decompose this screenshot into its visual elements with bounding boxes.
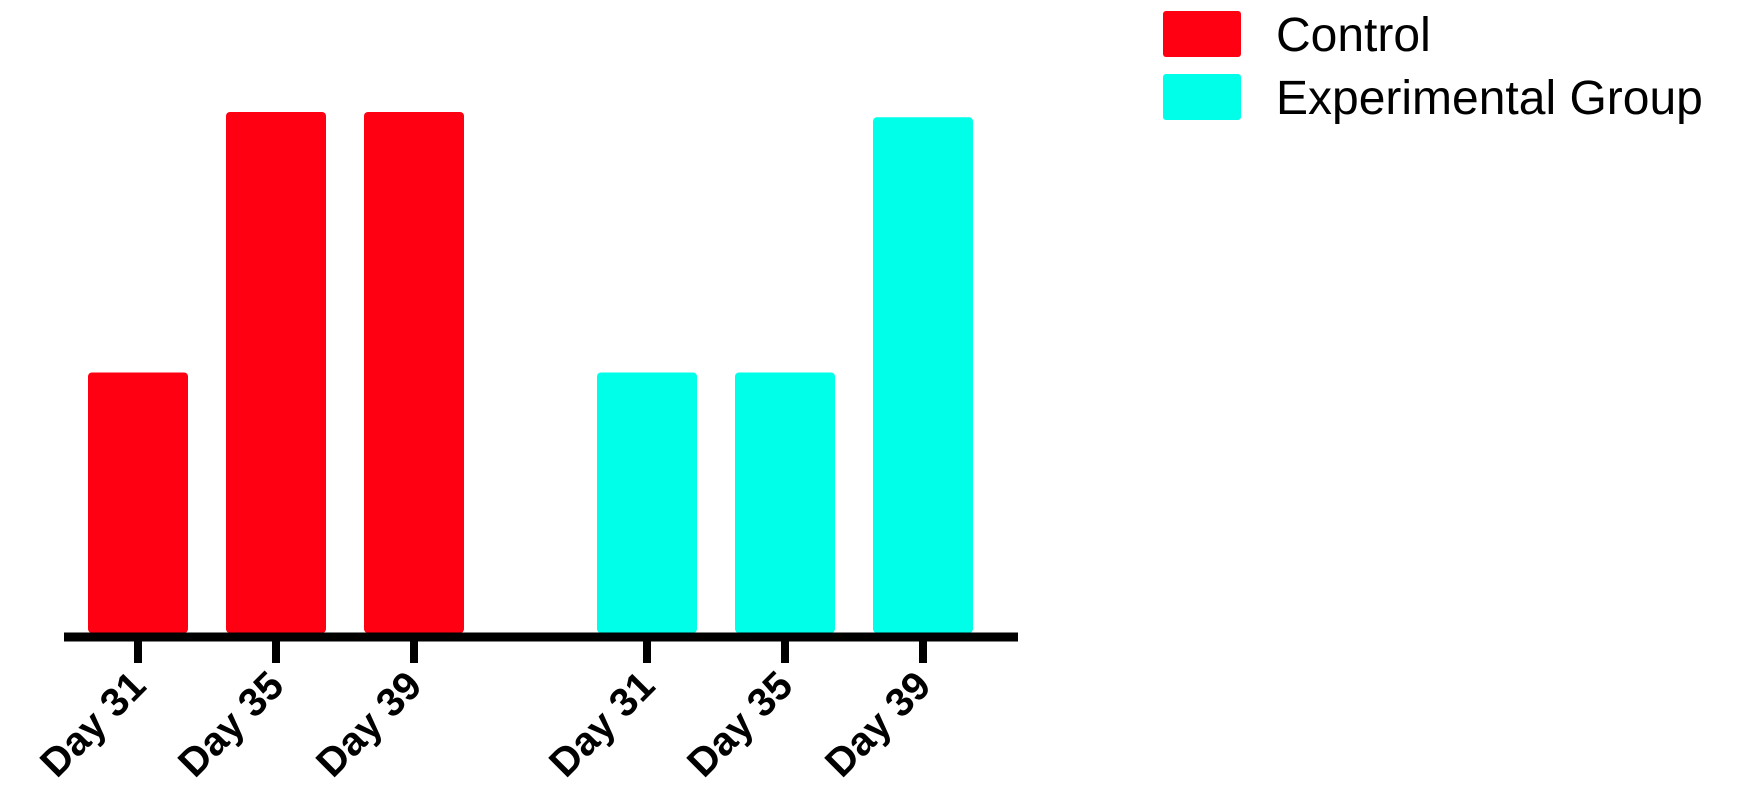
legend-swatch-1	[1163, 74, 1241, 120]
bar-1-0	[597, 372, 697, 633]
bar-1-1	[735, 372, 835, 633]
x-tick-label-0-2: Day 39	[308, 663, 430, 785]
legend-swatch-0	[1163, 11, 1241, 57]
bars-layer	[88, 112, 973, 633]
legend-label-1: Experimental Group	[1276, 72, 1703, 125]
bar-0-0	[88, 372, 188, 633]
bar-0-1	[226, 112, 326, 633]
x-tick-label-0-0: Day 31	[32, 663, 154, 785]
bar-0-2	[364, 112, 464, 633]
x-tick-label-1-0: Day 31	[541, 663, 663, 785]
legend-label-0: Control	[1276, 9, 1431, 62]
x-tick-label-1-1: Day 35	[679, 663, 801, 785]
x-tick-label-1-2: Day 39	[817, 663, 939, 785]
x-ticks-layer: Day 31 Day 35 Day 39 Day 31 Day 35 Day 39	[32, 637, 939, 786]
bar-1-2	[873, 117, 973, 633]
legend: Control Experimental Group	[1163, 9, 1703, 125]
x-tick-label-0-1: Day 35	[170, 663, 292, 785]
